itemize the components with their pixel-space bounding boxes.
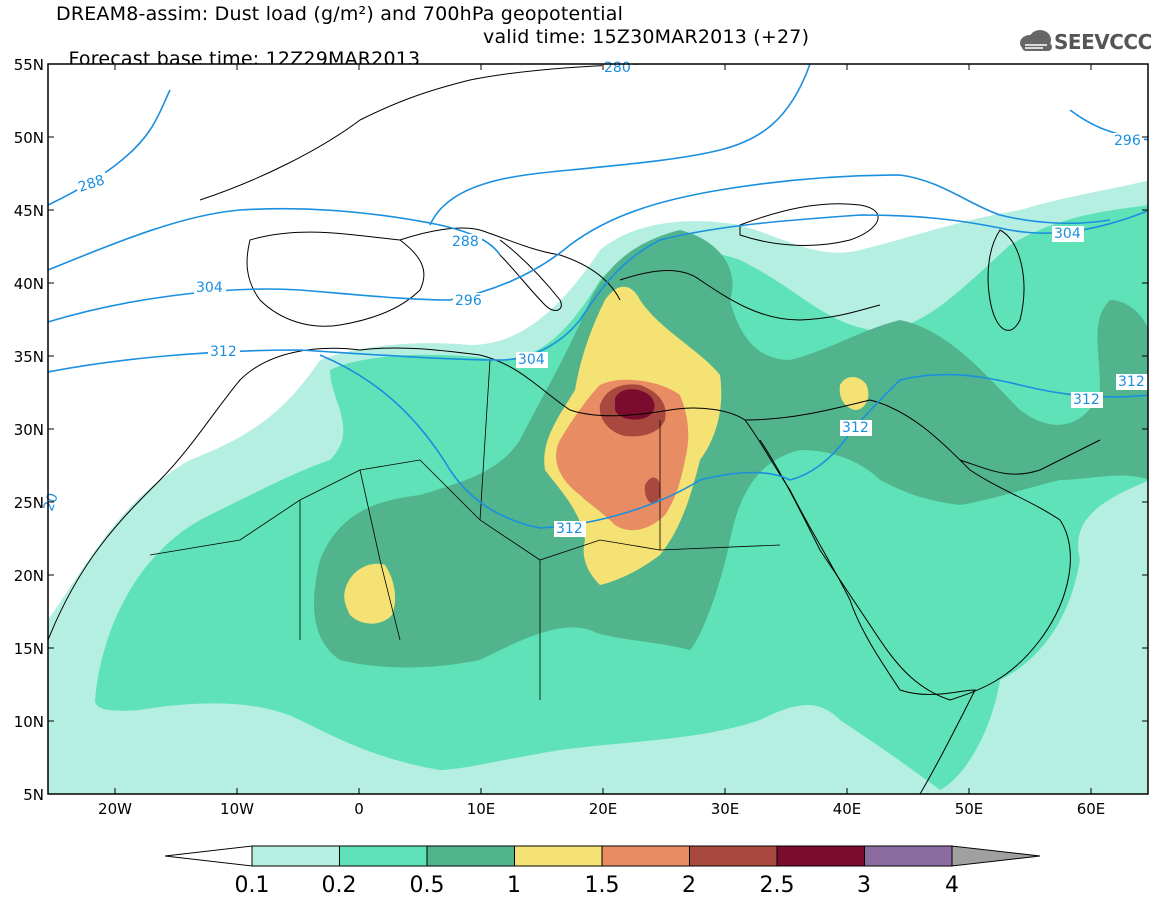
lon-label: 40E (832, 800, 862, 818)
dust-level-2.5 (615, 389, 655, 420)
lat-label: 35N (13, 348, 44, 366)
geopotential-contours (48, 64, 1148, 529)
contour-288-east (48, 64, 811, 271)
axis-ticks (48, 63, 1148, 795)
colorbar-over-arrow (951, 845, 1041, 867)
persian-gulf (959, 439, 1101, 475)
lat-label: 55N (13, 56, 44, 74)
seevccc-logo: SEEVCCC (1018, 28, 1158, 56)
contour-label: 312 (842, 420, 869, 436)
colorbar-bin (339, 845, 428, 867)
lon-label: 20W (98, 800, 132, 818)
lon-label: 20E (588, 800, 618, 818)
colorbar-tick-label: 0.5 (409, 873, 445, 898)
contour-label: 288 (452, 234, 479, 250)
lat-label: 15N (13, 640, 44, 658)
colorbar-bin (426, 845, 515, 867)
africa-coast (48, 347, 976, 794)
contour-304 (48, 209, 1148, 373)
lon-label: 30E (710, 800, 740, 818)
contour-296 (48, 174, 1111, 323)
europe-coast (199, 64, 881, 321)
lon-label: 10E (466, 800, 496, 818)
dust-level-0.5 (314, 230, 1148, 668)
contour-label: 304 (518, 352, 545, 368)
contour-312 (319, 354, 1148, 529)
colorbar-bin (601, 845, 690, 867)
dust-shading (48, 180, 1148, 794)
colorbar-tick-label: 1 (507, 873, 521, 898)
contour-label: 312 (1118, 374, 1145, 390)
colorbar-bin (689, 845, 778, 867)
colorbar-tick-label: 4 (945, 873, 959, 898)
lat-label: 20N (13, 567, 44, 585)
lat-label: 10N (13, 713, 44, 731)
caspian-sea (987, 229, 1025, 331)
lon-label: 10W (220, 800, 254, 818)
contour-label: 304 (1054, 226, 1081, 242)
contour-label: 304 (196, 280, 223, 296)
colorbar-bin (776, 845, 865, 867)
lon-label: 50E (954, 800, 984, 818)
lat-label: 50N (13, 129, 44, 147)
italy-coast (499, 239, 562, 311)
black-sea (739, 203, 879, 246)
colorbar (164, 845, 1041, 867)
colorbar-bin (514, 845, 603, 867)
coastlines (48, 64, 1101, 794)
colorbar-tick-label: 3 (857, 873, 871, 898)
dust-level-1-b (344, 563, 396, 624)
contour-label-group: 288 288 296 304 304 312 312 312 312 312 … (41, 60, 1148, 537)
arabia-coast (744, 399, 1071, 701)
lat-label: 45N (13, 202, 44, 220)
valid-time: valid time: 15Z30MAR2013 (+27) (483, 26, 810, 48)
contour-label: 280 (604, 60, 631, 76)
colorbar-bin (864, 845, 953, 867)
lat-label: 5N (23, 786, 44, 804)
logo-text: SEEVCCC (1054, 30, 1152, 54)
lat-label: 40N (13, 275, 44, 293)
contour-label: 296 (455, 293, 482, 309)
contour-label: 312 (556, 521, 583, 537)
colorbar-bin (251, 845, 340, 867)
colorbar-tick-label: 0.1 (234, 873, 270, 898)
lon-label: 0 (354, 800, 364, 818)
iberia-coast (246, 231, 425, 327)
dust-level-2-b (644, 477, 661, 504)
lat-label: 25N (13, 494, 44, 512)
lon-label: 60E (1076, 800, 1106, 818)
colorbar-tick-label: 1.5 (584, 873, 620, 898)
border-lines (149, 359, 781, 700)
contour-label: 288 (76, 172, 106, 195)
colorbar-tick-label: 2.5 (759, 873, 795, 898)
contour-label: 296 (1114, 133, 1141, 149)
contour-label: 312 (210, 344, 237, 360)
cloud-icon (1020, 30, 1052, 51)
map-title: DREAM8-assim: Dust load (g/m²) and 700hP… (56, 3, 624, 25)
colorbar-tick-label: 2 (682, 873, 696, 898)
colorbar-tick-label: 0.2 (321, 873, 357, 898)
contour-label: 312 (1073, 392, 1100, 408)
colorbar-under-arrow (164, 845, 253, 867)
lat-label: 30N (13, 421, 44, 439)
